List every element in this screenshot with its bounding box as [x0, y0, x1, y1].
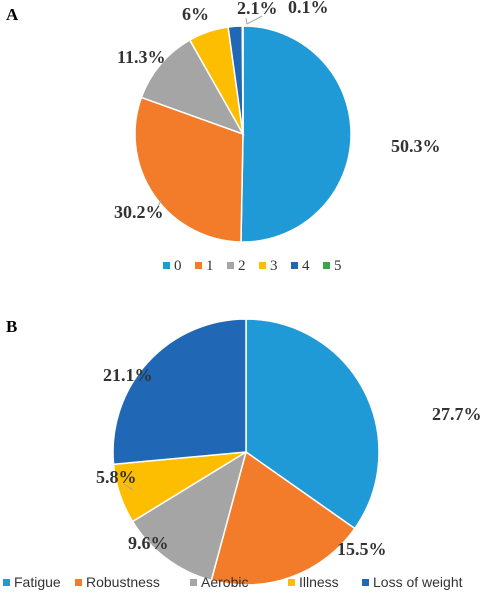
pie-a-percent-label: 50.3% — [391, 136, 441, 156]
pie-b-legend-swatch — [190, 579, 197, 586]
pie-a-legend-label: 5 — [334, 258, 342, 274]
pie-b-percent-label: 5.8% — [96, 467, 137, 487]
pie-a-legend-swatch — [291, 262, 298, 269]
pie-b-percent-label: 15.5% — [337, 539, 387, 559]
pie-b-percent-label: 9.6% — [128, 533, 169, 553]
pie-a-legend-label: 0 — [174, 258, 182, 274]
pie-b-leader-line — [123, 483, 134, 491]
pie-a-percent-label: 30.2% — [114, 202, 164, 222]
pie-a-slice-0 — [240, 25, 352, 243]
pie-b-slices — [112, 318, 380, 586]
pie-a-legend-label: 3 — [270, 258, 278, 274]
pie-a-leader-line — [245, 17, 248, 25]
pie-b-legend-swatch — [288, 579, 295, 586]
pie-a-percent-label: 6% — [182, 4, 209, 24]
pie-b-legend-label: Robustness — [86, 574, 160, 590]
pie-a-legend-swatch — [259, 262, 266, 269]
panel-a: A 50.3% 30.2% 11.3% 6% 2.1% 0.1% 0 1 2 3 4 5 — [6, 0, 441, 274]
pie-b-slice-fatigue — [245, 318, 380, 530]
pie-b-legend-swatch — [362, 579, 369, 586]
pie-a-leader-line — [155, 199, 162, 212]
pie-a-legend-swatch — [163, 262, 170, 269]
panel-b: B 27.7% 15.5% 9.6% 5.8% 21.1% Fatigue Robustn… — [3, 317, 482, 590]
pie-a-slice-5 — [241, 25, 244, 135]
pie-b-legend-label: Loss of weight — [373, 574, 463, 590]
pie-b-slice-loss-of-weight — [112, 318, 247, 466]
pie-b-percent-label: 27.7% — [432, 404, 482, 424]
pie-b-legend: Fatigue Robustness Aerobic Illness Loss of w… — [3, 574, 463, 590]
pie-b-legend-swatch — [75, 579, 82, 586]
pie-b-leader-lines — [123, 483, 175, 547]
panel-b-label: B — [6, 317, 17, 336]
pie-b-slice-robustness — [210, 450, 356, 586]
pie-a-legend: 0 1 2 3 4 5 — [163, 258, 342, 274]
pie-a-legend-label: 4 — [302, 258, 310, 274]
pie-a-legend-label: 2 — [238, 258, 246, 274]
pie-a-slices — [134, 25, 352, 243]
pie-b-legend-label: Fatigue — [14, 574, 61, 590]
pie-b-legend-swatch — [3, 579, 10, 586]
pie-b-percent-labels: 27.7% 15.5% 9.6% 5.8% 21.1% — [96, 365, 482, 559]
pie-a-leader-line — [246, 15, 263, 25]
pie-a-percent-label: 11.3% — [117, 47, 166, 67]
pie-b-legend-label: Aerobic — [201, 574, 248, 590]
pie-a-percent-labels: 50.3% 30.2% 11.3% 6% 2.1% 0.1% — [114, 0, 441, 222]
pie-a-slice-2 — [140, 38, 245, 136]
pie-a-legend-label: 1 — [206, 258, 214, 274]
pie-a-legend-swatch — [195, 262, 202, 269]
pie-b-percent-label: 21.1% — [103, 365, 153, 385]
pie-a-slice-1 — [134, 96, 244, 243]
pie-a-legend-swatch — [323, 262, 330, 269]
pie-b-slice-aerobic — [131, 450, 248, 582]
pie-a-legend-swatch — [227, 262, 234, 269]
pie-a-leader-lines — [155, 15, 263, 212]
pie-b-legend-label: Illness — [299, 574, 339, 590]
panel-a-label: A — [6, 5, 19, 24]
pie-b-leader-line — [163, 534, 175, 547]
pie-a-percent-label: 2.1% — [237, 0, 278, 18]
pie-a-percent-label: 0.1% — [288, 0, 329, 17]
